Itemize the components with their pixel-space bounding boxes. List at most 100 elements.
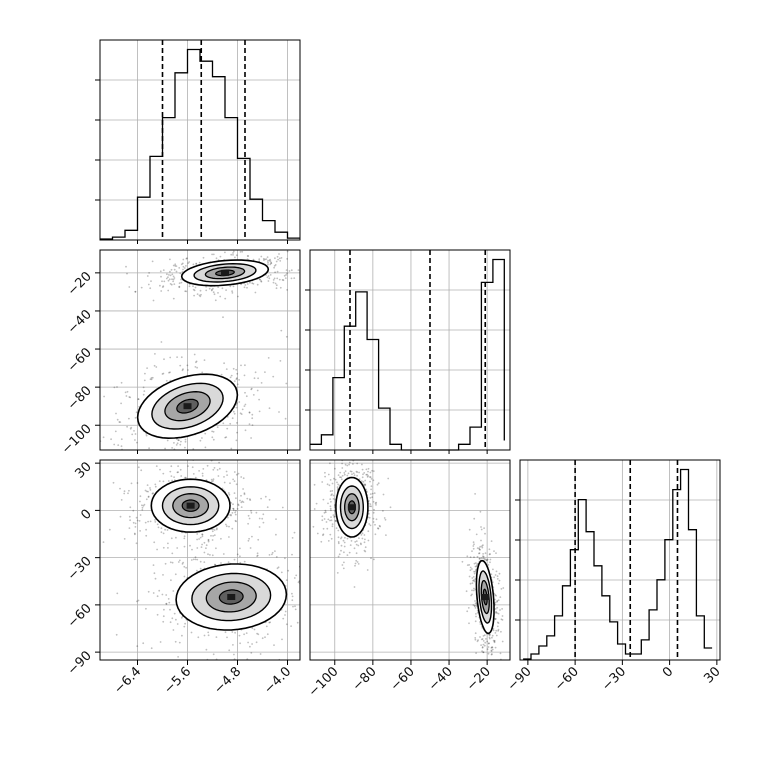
sample-point <box>330 500 332 503</box>
sample-point <box>116 386 118 388</box>
sample-point <box>251 643 254 645</box>
sample-point <box>255 511 258 514</box>
sample-point <box>179 272 182 275</box>
sample-point <box>194 366 197 368</box>
sample-point <box>113 386 116 389</box>
density-peak <box>347 504 356 511</box>
sample-point <box>98 433 100 435</box>
sample-point <box>279 286 282 289</box>
sample-point <box>214 564 217 566</box>
sample-point <box>282 617 285 620</box>
sample-point <box>174 573 177 576</box>
sample-point <box>201 472 204 475</box>
sample-point <box>472 604 475 606</box>
sample-point <box>227 561 230 563</box>
sample-point <box>240 455 242 457</box>
sample-point <box>197 636 200 639</box>
sample-point <box>199 245 201 247</box>
sample-point <box>239 547 241 550</box>
sample-point <box>359 542 362 545</box>
sample-point <box>210 534 212 537</box>
sample-point <box>343 561 345 564</box>
sample-point <box>249 281 251 284</box>
sample-point <box>194 558 197 561</box>
sample-point <box>384 518 387 521</box>
sample-point <box>343 541 346 544</box>
sample-point <box>353 586 356 588</box>
sample-point <box>477 639 479 641</box>
sample-point <box>497 630 499 632</box>
sample-point <box>237 472 240 475</box>
sample-point <box>209 554 211 556</box>
y-tick-label: −40 <box>65 307 95 337</box>
sample-point <box>354 541 357 543</box>
sample-point <box>174 640 177 643</box>
sample-point <box>476 640 479 643</box>
sample-point <box>483 644 486 647</box>
sample-point <box>232 507 235 510</box>
sample-point <box>291 537 294 539</box>
x-tick-label: −20 <box>464 664 494 694</box>
sample-point <box>135 451 137 453</box>
sample-point <box>489 633 491 636</box>
sample-point <box>246 255 249 257</box>
sample-point <box>351 473 353 476</box>
sample-point <box>342 567 345 570</box>
sample-point <box>165 603 168 605</box>
sample-point <box>274 550 276 552</box>
sample-point <box>227 516 229 519</box>
sample-point <box>231 527 234 530</box>
sample-point <box>241 408 244 411</box>
sample-point <box>490 573 493 576</box>
sample-point <box>132 509 135 512</box>
sample-point <box>328 457 330 459</box>
sample-point <box>349 544 352 546</box>
sample-point <box>173 612 176 615</box>
sample-point <box>469 556 472 558</box>
sample-point <box>211 246 213 248</box>
sample-point <box>493 550 495 552</box>
sample-point <box>196 366 199 369</box>
sample-point <box>279 260 282 262</box>
sample-point <box>479 623 482 625</box>
sample-point <box>252 282 255 285</box>
sample-point <box>229 376 232 379</box>
sample-point <box>151 260 154 263</box>
sample-point <box>473 543 475 546</box>
panel-frame <box>99 459 301 661</box>
density-peak <box>186 502 195 509</box>
sample-point <box>361 537 364 540</box>
sample-point <box>484 558 487 561</box>
sample-point <box>236 431 238 434</box>
sample-point <box>70 427 72 429</box>
sample-point <box>169 258 171 261</box>
sample-point <box>171 479 174 482</box>
sample-point <box>339 471 342 474</box>
sample-point <box>475 615 477 618</box>
sample-point <box>196 569 198 572</box>
sample-point <box>322 498 325 501</box>
sample-point <box>198 538 201 540</box>
sample-point <box>89 454 91 456</box>
sample-point <box>327 502 329 505</box>
sample-point <box>472 541 475 544</box>
sample-point <box>152 564 155 566</box>
panel-frame <box>519 459 721 661</box>
sample-point <box>500 618 503 621</box>
sample-point <box>329 533 332 536</box>
sample-point <box>204 432 207 435</box>
sample-point <box>257 538 260 541</box>
sample-point <box>473 572 476 575</box>
sample-point <box>145 607 147 610</box>
sample-point <box>256 555 258 557</box>
sample-point <box>481 646 484 649</box>
sample-point <box>358 471 360 474</box>
sample-point <box>372 500 375 503</box>
sample-point <box>241 250 244 253</box>
sample-point <box>313 508 316 510</box>
sample-point <box>258 517 261 520</box>
sample-point <box>323 511 326 514</box>
sample-point <box>271 553 273 556</box>
sample-point <box>267 275 270 277</box>
sample-point <box>212 528 214 531</box>
